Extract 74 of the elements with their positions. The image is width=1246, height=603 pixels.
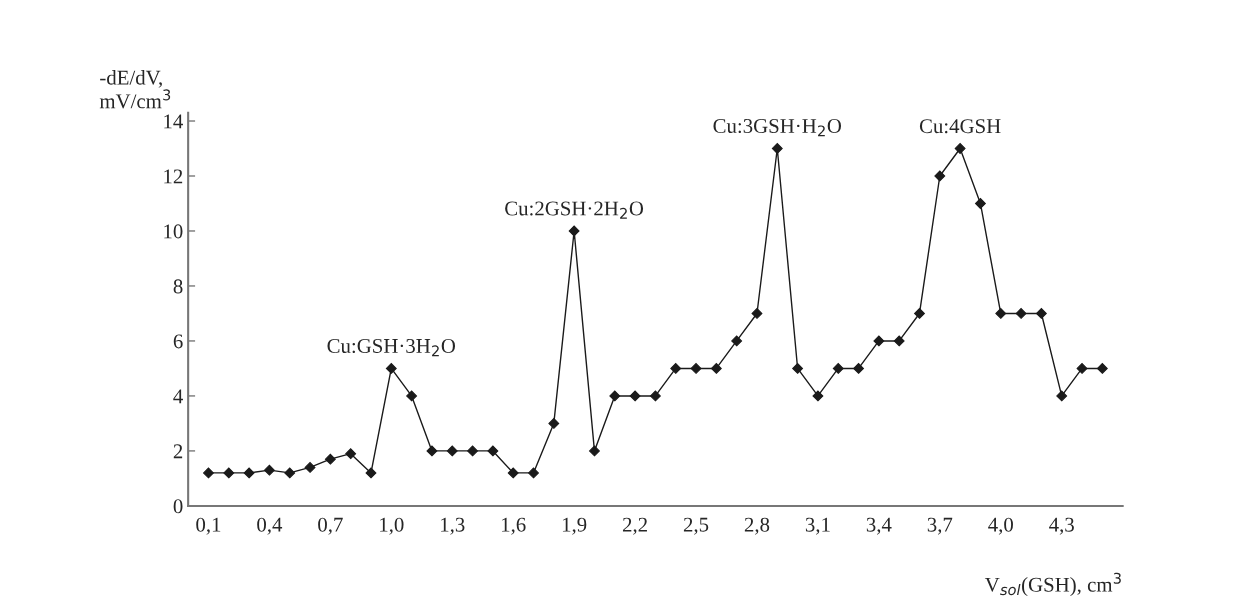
point	[548, 418, 560, 429]
point	[751, 308, 763, 319]
point	[1015, 308, 1027, 319]
point	[589, 445, 600, 457]
point	[284, 467, 296, 479]
point	[893, 335, 905, 347]
y-axis-title: -dE/dV, mV/cm$^{3}$	[99, 70, 171, 109]
point	[1096, 363, 1108, 374]
x-tick-label: 4,3	[1049, 517, 1074, 535]
point	[934, 170, 946, 182]
y-tick-label: 0	[173, 499, 183, 514]
x-tick-label: 2,2	[622, 517, 647, 535]
point	[1056, 390, 1068, 402]
y-tick-label: 12	[164, 169, 183, 184]
point	[223, 467, 235, 479]
point	[467, 445, 478, 457]
point	[873, 335, 885, 347]
annotation: Cu:2GSH·2H$_{2}$O	[505, 201, 644, 219]
x-tick-label: 3,1	[805, 517, 830, 535]
point	[995, 308, 1007, 319]
y-tick-label: 4	[173, 389, 183, 404]
point	[954, 143, 966, 154]
point	[1076, 363, 1088, 374]
y-tick-label: 8	[173, 279, 183, 294]
x-tick-label: 1,6	[502, 517, 526, 535]
point	[203, 467, 214, 479]
point	[487, 445, 499, 457]
point	[812, 390, 824, 402]
x-tick-label: 2,8	[744, 517, 770, 535]
point	[731, 335, 743, 347]
point	[304, 462, 316, 473]
x-tick-label: 1,0	[380, 517, 404, 535]
point	[914, 308, 925, 319]
y-tick-label: 14	[164, 114, 183, 129]
point	[710, 363, 722, 374]
point	[649, 390, 661, 402]
y-tick-label: 10	[164, 224, 183, 239]
point	[853, 363, 864, 374]
point	[568, 225, 580, 237]
x-tick-label: 0,7	[318, 517, 343, 535]
point	[324, 453, 336, 465]
point	[406, 390, 418, 402]
annotation: Cu:GSH·3H$_{2}$O	[327, 338, 456, 357]
x-tick-label: 0,1	[196, 517, 221, 535]
point	[670, 363, 682, 374]
point	[385, 363, 397, 374]
point	[975, 198, 986, 209]
point	[690, 363, 702, 374]
x-tick-label: 4,0	[988, 517, 1013, 535]
point	[771, 143, 783, 154]
point	[629, 390, 641, 402]
annotation: Cu:4GSH	[919, 119, 1001, 134]
point	[528, 467, 539, 479]
point	[1035, 308, 1047, 319]
point	[507, 467, 519, 479]
point	[446, 445, 458, 457]
x-axis-title: V$_{sol}$(GSH), cm$^{3}$	[984, 572, 1121, 596]
point	[426, 445, 438, 457]
point	[792, 363, 804, 374]
y-tick-label: 2	[173, 444, 183, 459]
point	[832, 363, 844, 374]
point	[365, 467, 377, 479]
x-tick-label: 1,9	[562, 517, 587, 535]
x-tick-label: 3,7	[927, 517, 953, 535]
point	[243, 467, 255, 479]
x-tick-label: 3,4	[866, 517, 892, 535]
annotation: Cu:3GSH·H$_{2}$O	[713, 119, 842, 137]
y-tick-label: 6	[173, 334, 183, 349]
point	[345, 448, 357, 460]
x-tick-label: 1,3	[441, 517, 465, 535]
point	[609, 390, 621, 402]
point	[263, 464, 275, 476]
x-tick-label: 0,4	[257, 517, 283, 535]
x-tick-label: 2,5	[683, 517, 709, 535]
